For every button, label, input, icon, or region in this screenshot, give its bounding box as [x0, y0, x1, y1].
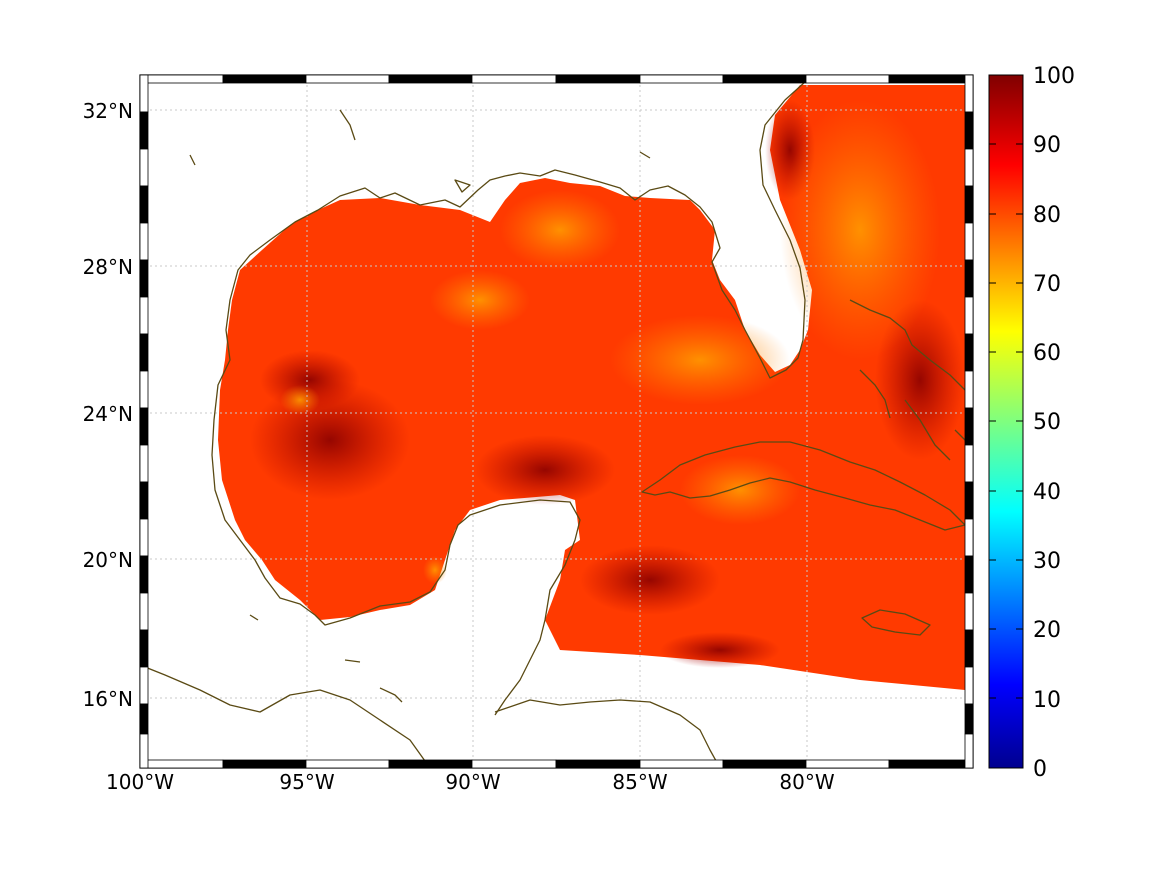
x-tick-label: 95°W: [279, 770, 334, 794]
coastline-texas-mexico: [211, 209, 581, 716]
colorbar-tick-label: 20: [1033, 618, 1061, 643]
field-cool-zone: [680, 455, 800, 525]
colorbar: 100 90 80 70 60 50 40 30 20 10 0: [988, 64, 1075, 782]
x-tick-label: 90°W: [445, 770, 500, 794]
x-tick-label: 100°W: [106, 770, 174, 794]
map-border: [139, 74, 974, 769]
colorbar-tick-label: 10: [1033, 688, 1061, 713]
y-axis-labels: 32°N 28°N 24°N 20°N 16°N: [83, 99, 133, 711]
y-tick-label: 20°N: [83, 548, 133, 572]
coastline-cuba: [641, 441, 966, 531]
coastline-central-america: [140, 664, 431, 768]
colorbar-ticks: [989, 143, 1023, 699]
colorbar-tick-label: 70: [1033, 272, 1061, 297]
y-tick-label: 16°N: [83, 687, 133, 711]
colorbar-tick-label: 30: [1033, 549, 1061, 574]
field-cool-zone: [610, 315, 790, 405]
data-field: [218, 85, 965, 690]
coastline-yucatan-islands: [249, 614, 403, 703]
gridlines: [140, 75, 973, 768]
colorbar-tick-label: 40: [1033, 480, 1061, 505]
y-tick-label: 28°N: [83, 255, 133, 279]
coastlines: [140, 75, 971, 768]
field-hot-zone: [580, 545, 720, 615]
coastline-bahamas: [849, 299, 966, 461]
field-cool-zone: [280, 385, 320, 415]
colorbar-tick-label: 90: [1033, 133, 1061, 158]
x-tick-label: 80°W: [779, 770, 834, 794]
field-hot-zone: [475, 435, 615, 505]
coastline-jamaica: [861, 609, 931, 636]
colorbar-tick-label: 50: [1033, 410, 1061, 435]
colorbar-tick-label: 80: [1033, 203, 1061, 228]
x-tick-label: 85°W: [612, 770, 667, 794]
field-cool-zone: [500, 190, 620, 270]
field-cool-zone: [423, 556, 447, 584]
coastline-inland-lakes: [189, 109, 651, 193]
coastline-honduras: [494, 699, 721, 768]
colorbar-tick-label: 0: [1033, 757, 1047, 782]
field-cool-zone: [780, 100, 940, 360]
coastline-gulf: [317, 75, 812, 379]
y-tick-label: 32°N: [83, 99, 133, 123]
y-tick-label: 24°N: [83, 402, 133, 426]
field-hot-zone: [660, 632, 780, 668]
field-cool-zone: [430, 270, 530, 330]
field-gulf: [218, 85, 965, 690]
colorbar-tick-label: 60: [1033, 341, 1061, 366]
colorbar-tick-label: 100: [1033, 64, 1075, 89]
x-axis-labels: 100°W 95°W 90°W 85°W 80°W: [106, 770, 835, 794]
